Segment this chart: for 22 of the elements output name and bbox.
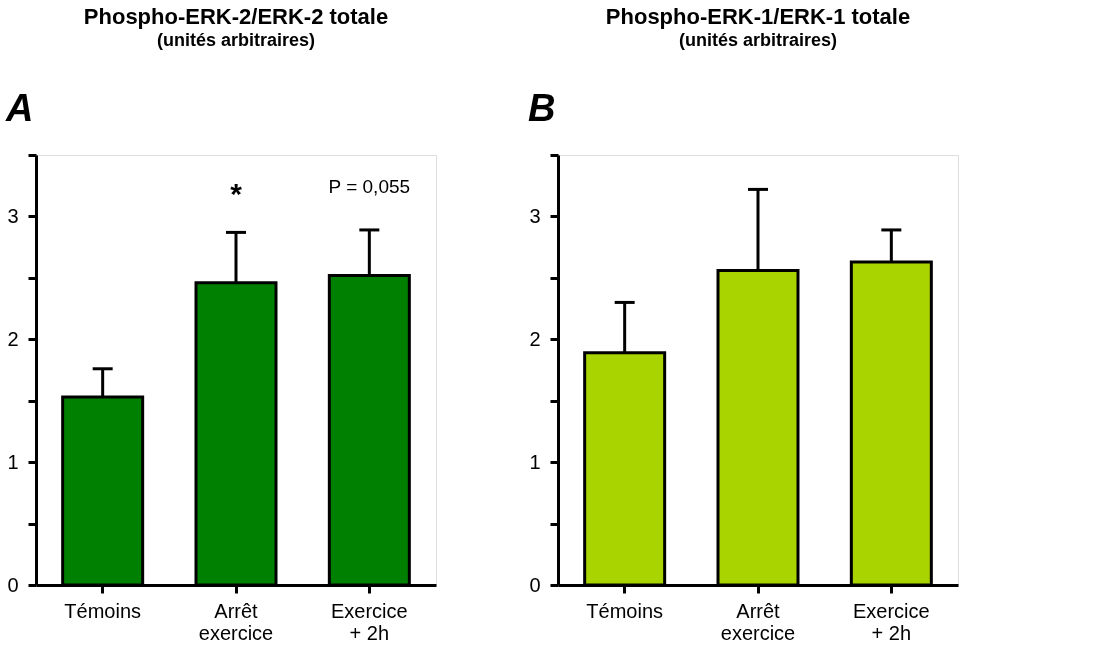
y-tick-label: 0	[7, 573, 19, 596]
x-tick-label: Arrêt exercice	[198, 599, 274, 644]
x-tick-label: Exercice + 2h	[852, 599, 930, 644]
annotation: P = 0,055	[328, 176, 411, 197]
x-tick-label: Exercice + 2h	[330, 599, 408, 644]
y-tick-label: 2	[7, 327, 19, 350]
chart-subtitle: (unités arbitraires)	[156, 30, 316, 50]
chart-title: Phospho-ERK-1/ERK-1 totale	[605, 4, 911, 29]
x-tick-label: Témoins	[64, 599, 142, 622]
y-tick-label: 1	[529, 450, 541, 473]
y-tick-label: 2	[529, 327, 541, 350]
chart-title: Phospho-ERK-2/ERK-2 totale	[83, 4, 389, 29]
x-tick-label: Arrêt exercice	[720, 599, 796, 644]
x-tick-label: Témoins	[586, 599, 664, 622]
text: B	[528, 87, 556, 129]
y-tick-label: 3	[7, 204, 19, 227]
y-tick-label: 1	[7, 450, 19, 473]
annotation: *	[230, 177, 243, 210]
text: A	[5, 87, 34, 129]
chart-subtitle: (unités arbitraires)	[678, 30, 838, 50]
y-tick-label: 3	[529, 204, 541, 227]
y-tick-label: 0	[529, 573, 541, 596]
